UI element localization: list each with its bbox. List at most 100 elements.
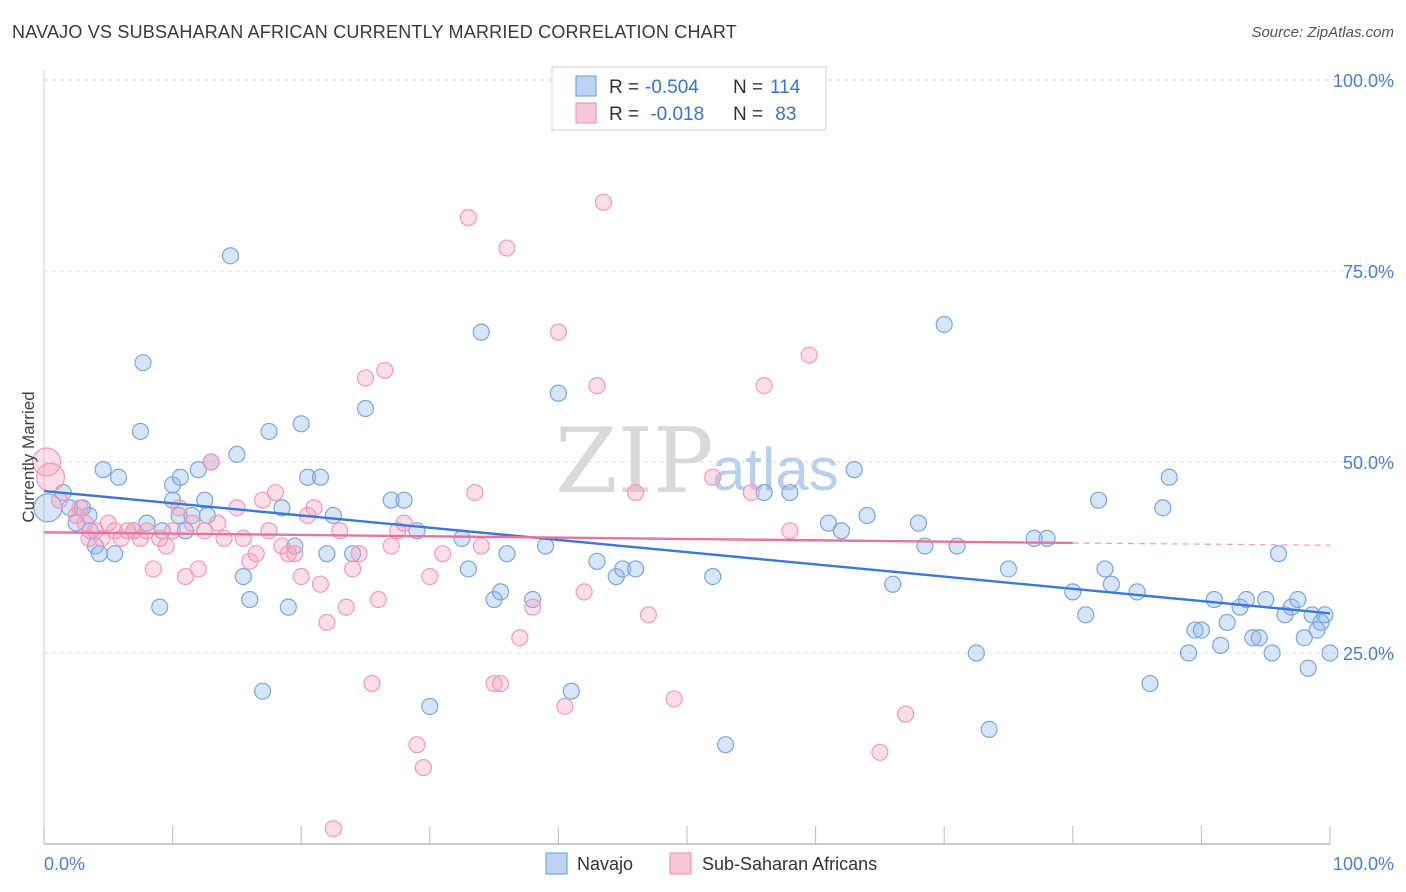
point-navajo-86 [1141,674,1159,693]
point-subsaharan-36 [279,545,297,563]
point-subsaharan-23 [189,560,207,578]
point-navajo-101 [1269,545,1288,563]
point-subsaharan-38 [292,567,310,586]
y-tick-label-100: 100.0% [1333,71,1394,91]
legend-r-label-navajo: R = [609,77,639,98]
point-subsaharan-21 [176,567,195,586]
bottom-legend: Navajo Sub-Saharan Africans [545,852,877,875]
point-subsaharan-65 [511,629,529,647]
point-subsaharan-81 [897,705,915,723]
point-navajo-62 [704,567,722,586]
trend-line-subsaharan [43,531,1073,545]
point-subsaharan-68 [556,697,574,716]
point-navajo-100 [1263,644,1281,662]
legend-r-value-navajo: -0.504 [645,77,699,98]
point-subsaharan-62 [485,674,503,693]
point-navajo-49 [459,560,477,578]
point-navajo-73 [935,315,953,334]
point-subsaharan-31 [247,545,265,563]
point-navajo-84 [1102,575,1120,593]
point-navajo-30 [234,567,252,586]
point-subsaharan-22 [183,514,201,532]
point-navajo-71 [909,514,928,532]
point-subsaharan-16 [144,560,162,578]
point-subsaharan-12 [118,522,137,540]
watermark-zip: ZIP [555,409,714,514]
point-navajo-41 [324,506,342,525]
point-subsaharan-63 [491,674,510,693]
point-subsaharan-69 [575,583,593,601]
point-navajo-82 [1089,491,1108,509]
point-navajo-52 [491,583,510,601]
point-navajo-104 [1289,590,1307,609]
point-subsaharan-76 [742,483,760,502]
point-navajo-21 [171,468,189,486]
legend-r-label-subsaharan: R = [609,104,639,125]
point-navajo-85 [1128,583,1146,601]
series-subsaharan [31,193,915,838]
point-navajo-98 [1250,629,1268,647]
x-tick-label-max: 100.0% [1333,854,1394,874]
y-tick-label-50: 50.0% [1343,453,1394,473]
point-navajo-93 [1212,636,1230,654]
point-navajo-80 [1064,583,1082,601]
grid-lines [44,79,1392,654]
point-navajo-39 [311,468,330,486]
point-subsaharan-34 [266,483,285,502]
point-subsaharan-61 [472,537,490,555]
legend-box [551,66,827,131]
point-navajo-90 [1186,621,1204,639]
point-navajo-47 [421,697,439,716]
point-subsaharan-33 [260,522,278,540]
point-navajo-88 [1160,468,1178,486]
point-navajo-58 [588,552,606,570]
point-subsaharan-15 [138,522,156,540]
point-subsaharan-59 [459,208,477,227]
legend-n-value-navajo: 114 [770,77,801,98]
point-navajo-83 [1096,560,1114,578]
point-subsaharan-40 [305,499,323,517]
point-navajo-110 [1316,606,1334,624]
point-navajo-81 [1077,606,1095,624]
point-subsaharan-66 [524,598,542,616]
trend-lines [43,489,1331,615]
point-navajo-75 [967,644,985,662]
x-minor-ticks [43,826,1331,844]
source-label: Source: ZipAtlas.com [1251,24,1394,41]
point-subsaharan-46 [344,560,362,578]
legend-n-value-subsaharan: 83 [770,104,796,125]
point-navajo-96 [1237,590,1256,609]
trend-line-navajo [43,489,1331,615]
point-navajo-53 [498,545,516,563]
point-navajo-66 [819,514,838,532]
point-navajo-35 [279,598,297,616]
point-navajo-67 [832,522,850,540]
point-subsaharan-26 [209,514,227,532]
point-subsaharan-51 [376,361,394,379]
point-subsaharan-45 [337,598,355,616]
point-navajo-87 [1154,499,1172,517]
point-navajo-79 [1038,529,1056,548]
point-subsaharan-37 [286,545,304,563]
point-subsaharan-48 [356,369,375,387]
point-navajo-8 [90,545,108,563]
point-navajo-64 [755,483,773,502]
point-navajo-57 [562,682,580,700]
y-tick-label-25: 25.0% [1343,644,1394,664]
point-subsaharan-19 [164,522,182,540]
legend-r-value-subsaharan: -0.018 [645,104,704,125]
point-subsaharan-67 [549,323,568,341]
chart-title: NAVAJO VS SUBSAHARAN AFRICAN CURRENTLY M… [12,22,737,42]
point-subsaharan-41 [311,575,330,593]
point-subsaharan-74 [665,690,683,708]
point-navajo-63 [716,736,735,754]
point-navajo-33 [260,422,278,441]
point-navajo-9 [94,461,112,479]
point-subsaharan-18 [157,537,175,555]
point-navajo-28 [221,247,240,265]
point-subsaharan-57 [421,567,439,586]
point-subsaharan-8 [93,529,111,548]
point-navajo-42 [344,545,362,563]
legend-swatch-navajo [575,75,597,97]
